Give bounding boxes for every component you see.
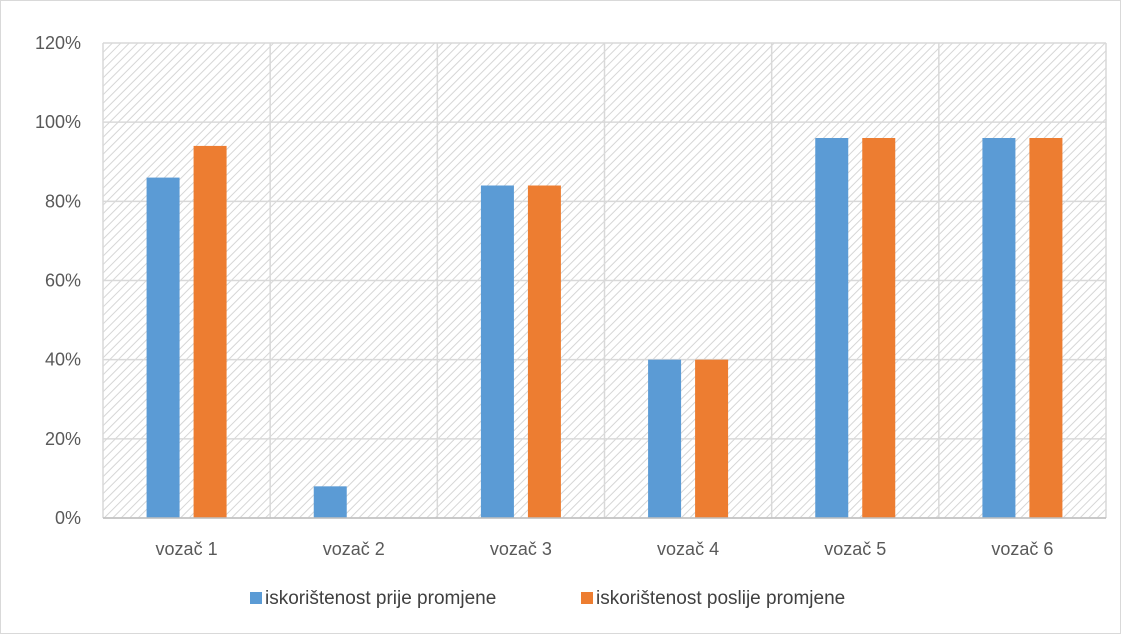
legend: iskorištenost prije promjene iskorištenos… — [250, 588, 845, 609]
x-tick-label: vozač 3 — [490, 539, 552, 559]
bar-before — [815, 138, 849, 518]
bar-before — [146, 177, 180, 519]
bar-after — [862, 138, 896, 518]
x-tick-label: vozač 1 — [156, 539, 218, 559]
x-tick-label: vozač 5 — [824, 539, 886, 559]
y-tick-label: 100% — [35, 112, 81, 132]
bar-before — [480, 185, 514, 518]
y-tick-label: 80% — [45, 191, 81, 211]
x-tick-label: vozač 6 — [991, 539, 1053, 559]
y-tick-label: 20% — [45, 429, 81, 449]
y-tick-label: 40% — [45, 350, 81, 370]
y-tick-label: 120% — [35, 33, 81, 53]
legend-label: iskorištenost prije promjene — [265, 588, 496, 609]
legend-swatch — [250, 592, 262, 604]
gridlines — [102, 42, 1107, 519]
bar-before — [982, 138, 1016, 518]
bar-before — [313, 486, 347, 518]
x-tick-label: vozač 4 — [657, 539, 719, 559]
bar-before — [648, 359, 682, 518]
x-tick-label: vozač 2 — [323, 539, 385, 559]
bar-after — [193, 145, 227, 518]
legend-label: iskorištenost poslije promjene — [596, 588, 845, 609]
bar-after — [1029, 138, 1063, 518]
bar-after — [527, 185, 561, 518]
y-tick-label: 60% — [45, 271, 81, 291]
legend-swatch — [581, 592, 593, 604]
axes: 0% 20% 40% 60% 80% 100% 120% vozač 1 vozač 2 voza… — [35, 33, 1106, 559]
y-tick-label: 0% — [55, 508, 81, 528]
bar-after — [695, 359, 729, 518]
bars — [146, 138, 1063, 519]
